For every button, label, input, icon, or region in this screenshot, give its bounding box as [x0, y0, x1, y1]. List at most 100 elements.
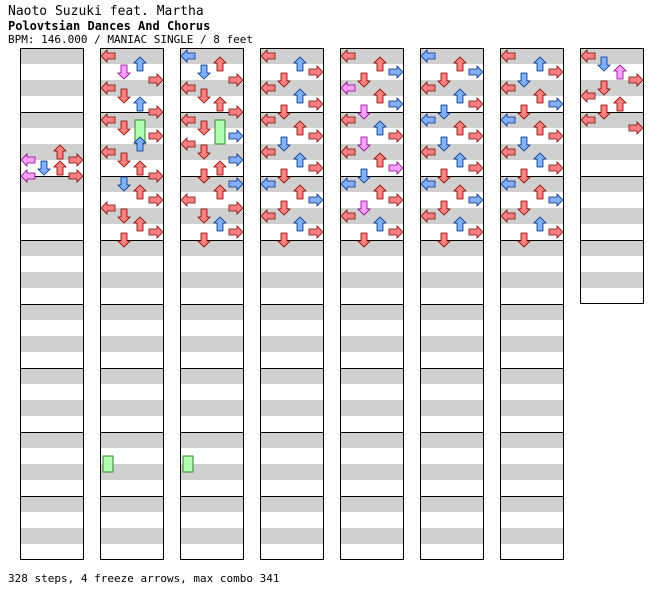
beat-stripe [500, 48, 564, 64]
step-arrow-right [228, 177, 244, 191]
step-arrow-down [597, 80, 611, 96]
step-arrow-up [533, 216, 547, 232]
step-arrow-right [228, 105, 244, 119]
step-arrow-left [20, 153, 36, 167]
step-arrow-right [388, 97, 404, 111]
beat-stripe [340, 112, 404, 128]
beat-stripe [260, 400, 324, 416]
step-arrow-up [293, 184, 307, 200]
beat-stripe [180, 336, 244, 352]
step-arrow-down [277, 200, 291, 216]
step-arrow-left [500, 209, 516, 223]
step-arrow-left [420, 145, 436, 159]
step-arrow-up [213, 56, 227, 72]
step-arrow-right [228, 201, 244, 215]
beat-stripe [20, 400, 84, 416]
beat-stripe [420, 80, 484, 96]
beat-stripe [420, 48, 484, 64]
beat-stripe [20, 464, 84, 480]
step-arrow-left [180, 137, 196, 151]
step-arrow-up [533, 120, 547, 136]
column-border [340, 48, 404, 560]
step-arrow-down [597, 56, 611, 72]
step-arrow-up [613, 64, 627, 80]
step-arrow-left [100, 81, 116, 95]
step-arrow-down [117, 88, 131, 104]
beat-stripe [340, 464, 404, 480]
beat-stripe [420, 304, 484, 320]
beat-stripe [420, 496, 484, 512]
step-arrow-up [213, 184, 227, 200]
beat-stripe [100, 144, 164, 160]
step-arrow-left [580, 49, 596, 63]
step-arrow-left [420, 209, 436, 223]
step-arrow-right [308, 161, 324, 175]
step-arrow-up [133, 136, 147, 152]
beat-stripe [420, 144, 484, 160]
beat-stripe [100, 496, 164, 512]
beat-stripe [180, 80, 244, 96]
step-arrow-left [420, 81, 436, 95]
beat-stripe [420, 400, 484, 416]
beat-stripe [180, 400, 244, 416]
step-arrow-up [293, 88, 307, 104]
beat-stripe [100, 48, 164, 64]
beat-stripe [100, 528, 164, 544]
beat-stripe [260, 336, 324, 352]
column-border [260, 48, 324, 560]
beat-stripe [20, 432, 84, 448]
step-arrow-down [357, 136, 371, 152]
step-arrow-left [580, 113, 596, 127]
step-arrow-left [100, 113, 116, 127]
step-arrow-up [373, 120, 387, 136]
step-arrow-right [548, 65, 564, 79]
step-arrow-left [500, 81, 516, 95]
step-arrow-up [293, 152, 307, 168]
chart-summary: 328 steps, 4 freeze arrows, max combo 34… [8, 572, 280, 585]
step-arrow-right [388, 129, 404, 143]
step-arrow-right [148, 105, 164, 119]
step-arrow-up [533, 184, 547, 200]
step-arrow-right [148, 73, 164, 87]
beat-stripe [260, 176, 324, 192]
step-arrow-down [197, 232, 211, 248]
step-arrow-down [197, 120, 211, 136]
beat-stripe [100, 400, 164, 416]
step-arrow-down [37, 160, 51, 176]
step-arrow-up [133, 216, 147, 232]
step-arrow-right [308, 225, 324, 239]
step-arrow-up [213, 216, 227, 232]
beat-stripe [180, 304, 244, 320]
step-arrow-down [517, 72, 531, 88]
column-border [580, 48, 644, 304]
beat-stripe [340, 144, 404, 160]
beat-stripe [420, 112, 484, 128]
beat-stripe [500, 272, 564, 288]
step-arrow-up [293, 120, 307, 136]
step-arrow-left [340, 113, 356, 127]
column-border [500, 48, 564, 560]
chart-column [260, 48, 324, 560]
beat-stripe [20, 496, 84, 512]
beat-stripe [180, 432, 244, 448]
step-arrow-right [228, 129, 244, 143]
step-arrow-right [228, 153, 244, 167]
step-arrow-right [468, 65, 484, 79]
step-arrow-left [180, 113, 196, 127]
step-arrow-down [437, 232, 451, 248]
step-arrow-up [53, 160, 67, 176]
beat-stripe [100, 304, 164, 320]
chart-column [340, 48, 404, 560]
step-arrow-left [260, 49, 276, 63]
step-arrow-up [613, 96, 627, 112]
beat-stripe [500, 112, 564, 128]
beat-stripe [340, 336, 404, 352]
step-arrow-up [453, 120, 467, 136]
step-arrow-up [53, 144, 67, 160]
beat-stripe [260, 48, 324, 64]
beat-stripe [340, 240, 404, 256]
step-arrow-left [260, 145, 276, 159]
step-arrow-right [548, 161, 564, 175]
beat-stripe [420, 208, 484, 224]
